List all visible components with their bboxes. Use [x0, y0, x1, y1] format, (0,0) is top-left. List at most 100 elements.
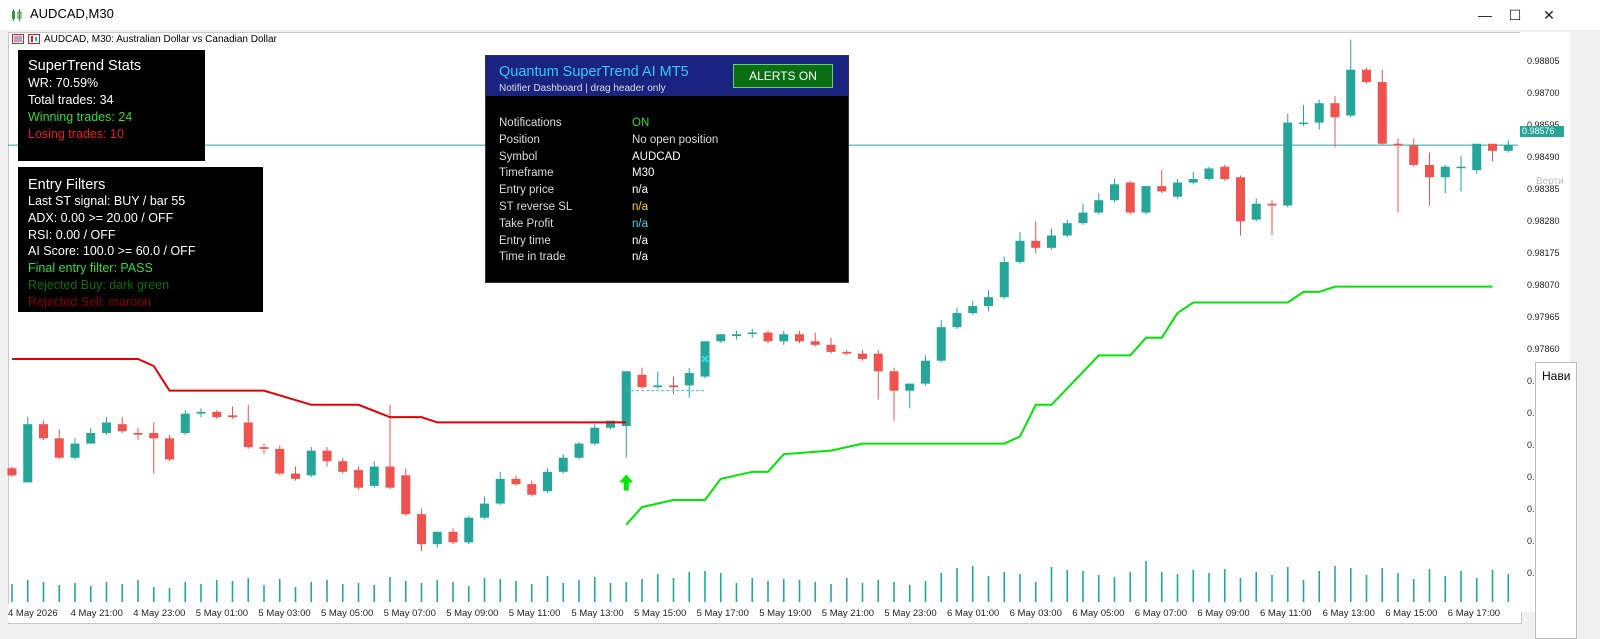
time-tick-label: 6 May 03:00	[1009, 608, 1062, 619]
dashboard-row-value: n/a	[632, 184, 648, 197]
time-axis[interactable]	[8, 604, 1520, 622]
time-tick-label: 6 May 11:00	[1260, 608, 1312, 619]
filter-row: RSI: 0.00 / OFF	[28, 227, 116, 242]
dashboard-row-label: Position	[499, 133, 540, 146]
dashboard-row-value: n/a	[632, 234, 648, 247]
candle-body	[763, 332, 773, 342]
price-tick-label: 0.98175	[1527, 248, 1560, 258]
candle-body	[354, 470, 363, 488]
candle-body	[54, 438, 64, 458]
candle-body	[968, 306, 978, 314]
candle-body	[480, 503, 489, 518]
stats-losing-trades: Losing trades: 10	[28, 127, 124, 141]
time-tick-label: 6 May 13:00	[1322, 608, 1375, 619]
supertrend-stats-panel: SuperTrend Stats WR: 70.59% Total trades…	[18, 50, 205, 161]
candle-body	[86, 433, 96, 444]
candle-body	[338, 461, 348, 472]
candle-body	[1236, 177, 1245, 222]
candle-body	[1062, 223, 1072, 236]
candle-body	[1015, 240, 1025, 262]
candle-body	[1362, 69, 1371, 83]
candle-body	[858, 353, 867, 359]
candle-body	[1141, 186, 1151, 213]
time-tick-label: 5 May 17:00	[696, 608, 749, 619]
candle-body	[1299, 122, 1308, 125]
notifier-dashboard: Quantum SuperTrend AI MT5 Notifier Dashb…	[485, 55, 849, 283]
time-tick-label: 5 May 19:00	[759, 608, 812, 619]
candle-body	[385, 466, 395, 488]
candle-body	[1173, 182, 1182, 197]
chart-list-icon[interactable]	[12, 34, 24, 45]
filters-title: Entry Filters	[28, 177, 106, 193]
dashboard-subtitle: Notifier Dashboard | drag header only	[499, 83, 666, 94]
candle-body	[70, 443, 80, 458]
candle-body	[133, 433, 143, 435]
candle-body	[1094, 200, 1104, 213]
minimize-button[interactable]: —	[1478, 7, 1492, 23]
alerts-toggle-button[interactable]: ALERTS ON	[733, 64, 833, 88]
price-chart[interactable]	[0, 0, 1520, 606]
candle-body	[180, 413, 190, 434]
candle-body	[401, 475, 411, 515]
candle-body	[810, 341, 820, 345]
dashboard-row-value: n/a	[632, 217, 648, 230]
time-tick-label: 5 May 05:00	[321, 608, 374, 619]
dashboard-header[interactable]: Quantum SuperTrend AI MT5 Notifier Dashb…	[486, 56, 848, 96]
candle-body	[1110, 184, 1119, 201]
candle-body	[889, 371, 899, 391]
candle-body	[1472, 143, 1482, 171]
time-tick-label: 5 May 13:00	[571, 608, 624, 619]
candle-body	[243, 422, 253, 448]
vertical-label: Верти	[1536, 176, 1564, 187]
chart-symbol-description: AUDCAD, M30: Australian Dollar vs Canadi…	[44, 34, 277, 45]
candle-body	[936, 327, 946, 361]
candle-body	[1047, 235, 1056, 248]
candle-body	[1125, 182, 1135, 213]
candle-body	[495, 478, 505, 504]
filter-row: AI Score: 100.0 >= 60.0 / OFF	[28, 244, 196, 259]
candle-body	[558, 457, 568, 472]
time-tick-label: 4 May 21:00	[70, 608, 123, 619]
price-tick-label: 0.97860	[1527, 344, 1560, 354]
candle-body	[1283, 122, 1293, 206]
filter-row: ADX: 0.00 >= 20.00 / OFF	[28, 210, 174, 225]
maximize-button[interactable]: ☐	[1508, 7, 1522, 23]
filter-row: Rejected Sell: maroon	[28, 294, 151, 309]
navigator-label: Нави	[1542, 369, 1571, 383]
candle-body	[826, 344, 836, 352]
dashboard-row-label: ST reverse SL	[499, 201, 573, 213]
time-tick-label: 4 May 23:00	[133, 608, 186, 619]
candle-body	[165, 438, 174, 460]
candle-body	[527, 484, 537, 495]
time-tick-label: 5 May 03:00	[258, 608, 311, 619]
dashboard-row-value: No open position	[632, 133, 719, 146]
time-tick-label: 4 May 2026	[8, 608, 58, 619]
candle-body	[637, 374, 647, 388]
candle-body	[984, 297, 993, 307]
time-tick-label: 6 May 05:00	[1072, 608, 1125, 619]
candle-body	[306, 450, 316, 476]
candle-body	[275, 448, 285, 474]
dashboard-row-label: Entry price	[499, 184, 554, 197]
candle-body	[669, 385, 678, 388]
filter-row: Last ST signal: BUY / bar 55	[28, 194, 186, 208]
navigator-panel[interactable]: Нави	[1535, 362, 1577, 639]
stats-winning-trades: Winning trades: 24	[28, 110, 133, 124]
buy-signal-arrow	[619, 474, 634, 491]
stats-win-rate: WR: 70.59%	[28, 76, 99, 90]
stats-title: SuperTrend Stats	[28, 58, 142, 74]
dashboard-title: Quantum SuperTrend AI MT5	[499, 64, 689, 80]
candle-body	[7, 468, 17, 476]
chart-type-icon[interactable]	[28, 34, 40, 45]
candle-body	[117, 424, 127, 432]
price-tick-label: 0.98595	[1527, 120, 1560, 130]
candle-body	[149, 433, 159, 439]
candle-body	[417, 514, 426, 545]
candle-body	[905, 383, 915, 391]
filter-row: Final entry filter: PASS	[28, 261, 153, 276]
time-tick-label: 6 May 09:00	[1197, 608, 1250, 619]
close-button[interactable]: ✕	[1543, 7, 1555, 23]
time-tick-label: 5 May 09:00	[446, 608, 499, 619]
price-tick-label: 0.9	[1527, 440, 1540, 450]
candle-body	[1377, 82, 1387, 144]
